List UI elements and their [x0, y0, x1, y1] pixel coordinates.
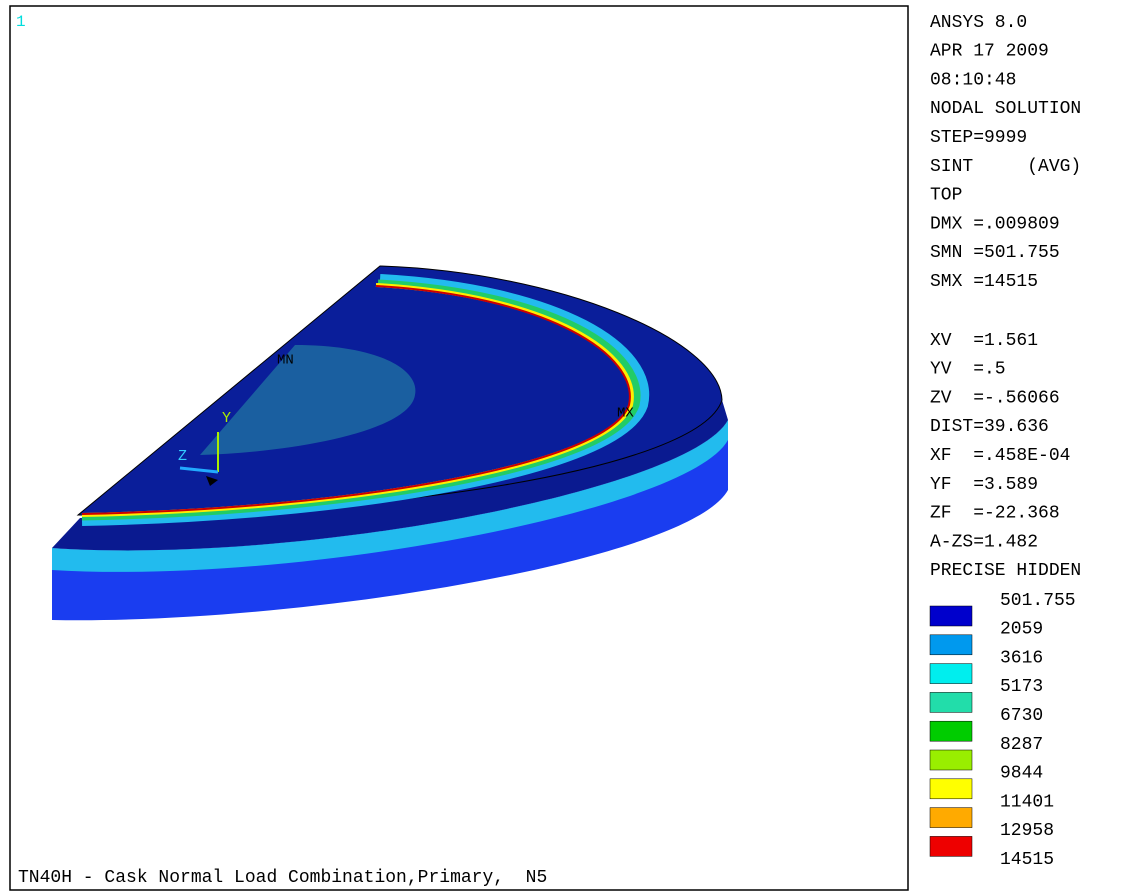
legend-swatch [930, 808, 972, 828]
legend-swatch [930, 692, 972, 712]
legend-value: 3616 [1000, 648, 1043, 668]
legend-value: 9844 [1000, 764, 1043, 784]
view-line: ZV =-.56066 [930, 388, 1060, 408]
info-line: SMX =14515 [930, 272, 1038, 292]
info-line: SMN =501.755 [930, 243, 1060, 263]
info-line: NODAL SOLUTION [930, 99, 1081, 119]
footer-title: TN40H - Cask Normal Load Combination,Pri… [18, 868, 547, 888]
legend-swatch [930, 664, 972, 684]
legend-value: 501.755 [1000, 591, 1076, 611]
info-line: APR 17 2009 [930, 42, 1049, 62]
view-line: PRECISE HIDDEN [930, 561, 1081, 581]
axis-y-label: Y [222, 410, 231, 427]
view-line: ZF =-22.368 [930, 504, 1060, 524]
legend-value: 6730 [1000, 706, 1043, 726]
view-line: XF =.458E-04 [930, 446, 1070, 466]
view-line: YV =.5 [930, 360, 1006, 380]
view-line: DIST=39.636 [930, 417, 1049, 437]
legend-swatch [930, 606, 972, 626]
legend-swatch [930, 750, 972, 770]
info-line: DMX =.009809 [930, 214, 1060, 234]
view-line: XV =1.561 [930, 331, 1038, 351]
info-line: STEP=9999 [930, 128, 1027, 148]
legend-value: 2059 [1000, 620, 1043, 640]
min-label: MN [277, 353, 294, 369]
legend-value: 14515 [1000, 850, 1054, 870]
legend-value: 12958 [1000, 821, 1054, 841]
legend-value: 8287 [1000, 735, 1043, 755]
view-line: YF =3.589 [930, 475, 1038, 495]
view-line: A-ZS=1.482 [930, 532, 1038, 552]
legend-swatch [930, 721, 972, 741]
info-line: SINT (AVG) [930, 157, 1081, 177]
legend-value: 11401 [1000, 792, 1054, 812]
legend-swatch [930, 779, 972, 799]
max-label: MX [617, 406, 634, 422]
axis-z-label: Z [178, 448, 187, 465]
legend-value: 5173 [1000, 677, 1043, 697]
info-line: 08:10:48 [930, 70, 1016, 90]
info-line: TOP [930, 186, 962, 206]
legend-swatch [930, 635, 972, 655]
window-number: 1 [16, 13, 26, 31]
info-line: ANSYS 8.0 [930, 13, 1027, 33]
ansys-screen: 1 Y Z MN MX TN40H - Cask Normal Load Com… [0, 0, 1124, 896]
legend-swatch [930, 836, 972, 856]
